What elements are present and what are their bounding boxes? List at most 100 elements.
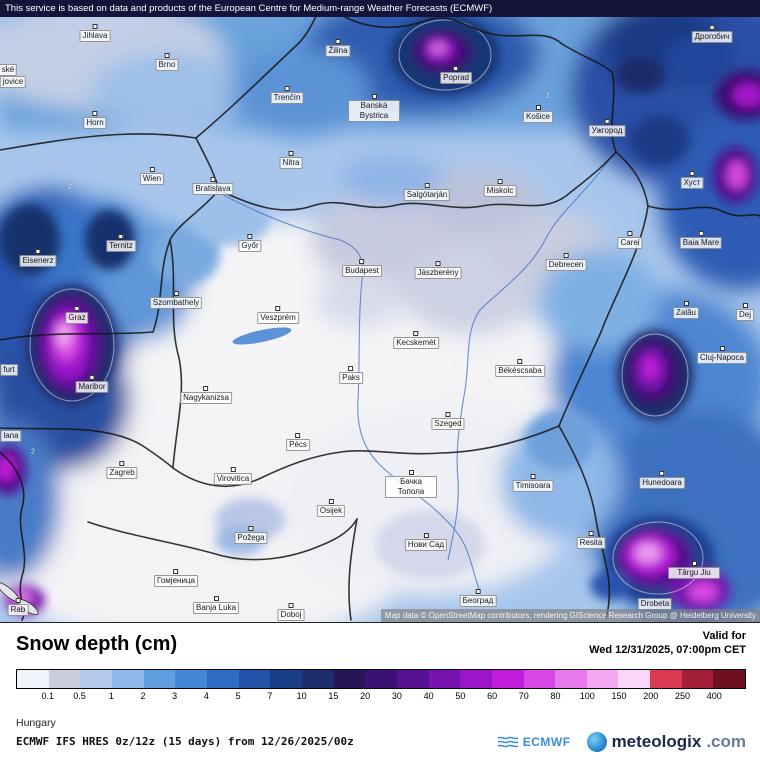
rivers xyxy=(217,154,613,593)
city-marker-icon xyxy=(408,470,414,475)
contour-value-label: 2 xyxy=(546,92,550,100)
city-label: Banja Luka xyxy=(192,596,240,614)
city-label: Београд xyxy=(459,589,497,607)
scale-tick-label: 7 xyxy=(267,691,273,701)
city-marker-icon xyxy=(295,433,301,438)
city-label: Dej xyxy=(735,303,755,321)
city-label: Poprad xyxy=(440,66,472,84)
city-marker-icon xyxy=(497,179,503,184)
ecmwf-logo[interactable]: ECMWF xyxy=(497,735,571,749)
scale-segment xyxy=(618,670,651,688)
city-marker-icon xyxy=(119,461,125,466)
city-marker-icon xyxy=(210,177,216,182)
city-label: Zagreb xyxy=(106,461,138,479)
scale-tick-label: 250 xyxy=(675,691,691,701)
city-name: Београд xyxy=(459,595,497,607)
model-info: ECMWF IFS HRES 0z/12z (15 days) from 12/… xyxy=(16,735,354,748)
city-label: Veszprém xyxy=(257,306,299,324)
city-marker-icon xyxy=(288,603,294,608)
city-name: Békéscsaba xyxy=(495,365,545,377)
page-title: Snow depth (cm) xyxy=(16,633,178,655)
scale-segment xyxy=(238,670,271,688)
city-label: Budapest xyxy=(342,259,382,277)
scale-tick-label: 5 xyxy=(235,691,241,701)
city-marker-icon xyxy=(453,66,459,71)
scale-segment xyxy=(48,670,81,688)
city-label: Graz xyxy=(65,306,89,324)
city-name: Požega xyxy=(234,532,268,544)
scale-tick-label: 200 xyxy=(643,691,659,701)
city-name: Eisenerz xyxy=(19,255,57,267)
meteologix-globe-icon xyxy=(586,732,607,752)
city-name: Kecskemét xyxy=(393,337,439,349)
scale-segment xyxy=(396,670,429,688)
ecmwf-waves-icon xyxy=(497,736,519,748)
city-label: Pécs xyxy=(286,433,310,451)
scale-segment xyxy=(681,670,714,688)
city-label: Salgótarján xyxy=(403,183,451,201)
city-marker-icon xyxy=(424,183,430,188)
city-label: Banská Bystrica xyxy=(348,94,400,122)
city-label: Timisoara xyxy=(512,474,554,492)
scale-tick-label: 10 xyxy=(296,691,307,701)
city-name: ské xyxy=(0,64,18,76)
scale-tick-label: 0.5 xyxy=(73,691,86,701)
city-marker-icon xyxy=(248,526,254,531)
city-label: Doboj xyxy=(277,603,305,621)
city-label: Maribor xyxy=(75,375,109,393)
scale-segment xyxy=(365,670,397,688)
meteologix-logo[interactable]: meteologix .com xyxy=(586,732,746,752)
city-layer: Jihlava Brno Žilina Poprad Дрогобич ské jovice… xyxy=(0,24,755,621)
city-marker-icon xyxy=(689,171,695,176)
city-label: ské xyxy=(0,64,18,76)
city-name: Бачка Топола xyxy=(385,476,437,498)
scale-segment xyxy=(206,670,239,688)
scale-segment xyxy=(80,670,112,688)
city-label: Zalău xyxy=(672,301,700,319)
region-label: Hungary xyxy=(16,717,56,729)
valid-datetime: Wed 12/31/2025, 07:00pm CET xyxy=(589,644,746,656)
scale-segment xyxy=(111,670,144,688)
city-name: Graz xyxy=(65,312,89,324)
contour-value-label: 2 xyxy=(68,183,72,191)
city-marker-icon xyxy=(698,231,704,236)
city-label: Miskolc xyxy=(483,179,517,197)
city-name: Miskolc xyxy=(483,185,517,197)
logos: ECMWF meteologix .com xyxy=(497,732,746,752)
valid-for-label: Valid for xyxy=(702,630,746,642)
city-name: Trenčín xyxy=(270,92,304,104)
city-label: Гомјеница xyxy=(154,569,198,587)
city-marker-icon xyxy=(475,589,481,594)
city-label: Szombathely xyxy=(149,291,203,309)
city-label: Szeged xyxy=(431,412,465,430)
city-name: Cluj-Napoca xyxy=(696,352,748,364)
city-label: Paks xyxy=(339,366,363,384)
city-marker-icon xyxy=(563,253,569,258)
city-name: Jihlava xyxy=(79,30,111,42)
city-name: Zalău xyxy=(672,307,700,319)
city-name: Szeged xyxy=(431,418,465,430)
scale-segment xyxy=(143,670,176,688)
city-label: Бачка Топола xyxy=(385,470,437,498)
map-attribution: Map data © OpenStreetMap contributors, r… xyxy=(380,609,760,622)
city-name: Salgótarján xyxy=(403,189,451,201)
scale-tick-label: 0.1 xyxy=(41,691,54,701)
city-marker-icon xyxy=(288,151,294,156)
city-label: Нови Сад xyxy=(404,533,448,551)
city-name: Jászberény xyxy=(414,267,462,279)
city-marker-icon xyxy=(213,596,219,601)
scale-tick-label: 400 xyxy=(706,691,722,701)
city-name: lana xyxy=(0,430,22,442)
city-label: Resita xyxy=(576,531,606,549)
scale-tick-label: 15 xyxy=(328,691,339,701)
city-marker-icon xyxy=(203,386,209,391)
scale-segment xyxy=(175,670,207,688)
city-marker-icon xyxy=(517,359,523,364)
scale-tick-label: 80 xyxy=(550,691,561,701)
city-marker-icon xyxy=(588,531,594,536)
city-label: Carei xyxy=(617,231,643,249)
scale-labels: 0.1 0.5 1 2 3 4 5 7 10 15 20 30 40 50 60 70 80 100 150 200 2… xyxy=(16,691,746,704)
city-label: Brno xyxy=(155,53,179,71)
city-name: Szombathely xyxy=(149,297,203,309)
city-label: Nitra xyxy=(279,151,303,169)
